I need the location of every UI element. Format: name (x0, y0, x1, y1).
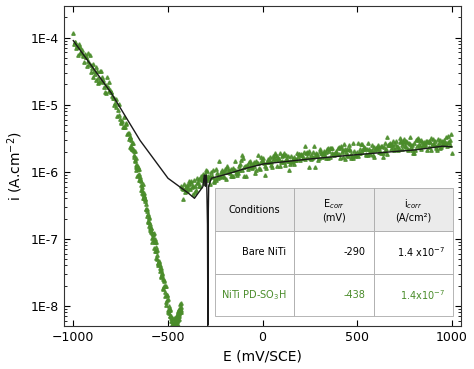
Y-axis label: i (A.cm$^{-2}$): i (A.cm$^{-2}$) (6, 131, 25, 201)
X-axis label: E (mV/SCE): E (mV/SCE) (223, 349, 302, 363)
